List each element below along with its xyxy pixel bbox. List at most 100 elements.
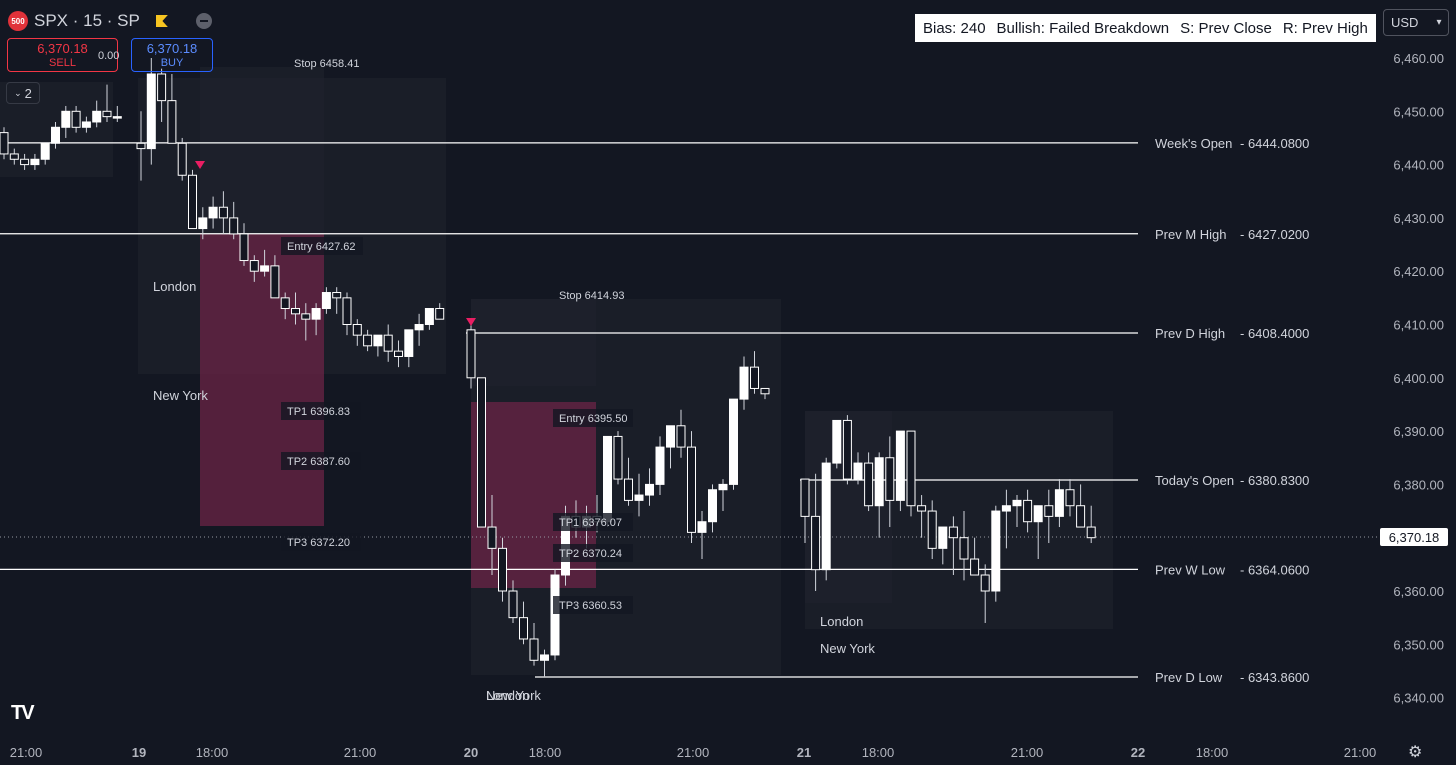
- session-label: London: [153, 279, 196, 294]
- candle: [321, 292, 331, 310]
- candle: [487, 526, 497, 549]
- legend-count: 2: [24, 85, 32, 101]
- trade-label-bg: [281, 402, 361, 420]
- candle: [424, 308, 434, 326]
- candle: [249, 260, 259, 272]
- candle: [177, 142, 187, 176]
- short-zone: [200, 234, 324, 526]
- time-tick: 21: [797, 745, 811, 760]
- candle: [729, 398, 738, 485]
- candle: [760, 387, 770, 395]
- session-box: [200, 67, 324, 237]
- candle: [9, 153, 19, 160]
- sp500-badge-icon: 500: [8, 11, 28, 31]
- level-label: Prev W Low: [1155, 562, 1226, 577]
- flag-icon[interactable]: [155, 15, 168, 27]
- trade-label-tp3: TP3 6372.20: [287, 537, 350, 549]
- currency-select[interactable]: USD ▾: [1383, 9, 1449, 36]
- price-tick: 6,430.00: [1393, 211, 1444, 226]
- tradingview-logo-icon[interactable]: TV: [11, 702, 35, 724]
- price-tick: 6,340.00: [1393, 691, 1444, 706]
- candle: [1044, 505, 1054, 517]
- sell-label: SELL: [49, 57, 76, 69]
- candle: [655, 446, 665, 485]
- candle: [718, 483, 728, 491]
- candle: [435, 308, 445, 320]
- sell-signal-icon: [466, 318, 476, 326]
- candle: [61, 110, 71, 128]
- level-label: Today's Open: [1155, 473, 1234, 488]
- candle: [687, 446, 696, 533]
- sell-button[interactable]: 6,370.18 SELL: [7, 38, 118, 72]
- level-value: - 6364.0600: [1240, 562, 1309, 577]
- candle: [708, 489, 717, 523]
- chevron-down-icon: ▾: [1436, 17, 1442, 28]
- bias-resistance: R: Prev High: [1282, 19, 1368, 37]
- candle: [624, 478, 633, 501]
- candle: [1054, 489, 1064, 517]
- gear-icon[interactable]: ⚙: [1408, 744, 1423, 761]
- candle: [352, 324, 362, 336]
- candle: [1012, 499, 1022, 507]
- candle: [477, 377, 486, 528]
- candle: [229, 217, 239, 235]
- candle: [739, 366, 749, 400]
- trade-label-stop: Stop 6458.41: [294, 58, 359, 70]
- time-tick: 18:00: [862, 745, 895, 760]
- candle: [832, 419, 842, 464]
- level-value: - 6427.0200: [1240, 227, 1309, 242]
- spread-value: 0.00: [98, 50, 120, 62]
- candle: [363, 334, 373, 347]
- candle: [301, 313, 311, 320]
- level-label: Prev M High: [1155, 227, 1227, 242]
- session-label: London: [820, 614, 863, 629]
- time-tick: 21:00: [1011, 745, 1044, 760]
- candle: [508, 590, 518, 619]
- price-tick: 6,400.00: [1393, 371, 1444, 386]
- candle: [800, 478, 810, 517]
- candle: [102, 110, 112, 118]
- candle: [676, 425, 686, 448]
- candle: [864, 462, 874, 507]
- candle: [30, 158, 40, 166]
- symbol-title[interactable]: SPX · 15 · SP: [34, 11, 140, 30]
- trade-label-tp3: TP3 6360.53: [559, 600, 622, 612]
- time-tick: 19: [132, 745, 146, 760]
- candle: [0, 132, 9, 155]
- price-tick: 6,460.00: [1393, 51, 1444, 66]
- trade-label-entry: Entry 6427.62: [287, 241, 356, 253]
- session-label: New York: [153, 388, 208, 403]
- candle: [394, 350, 403, 357]
- price-tick: 6,410.00: [1393, 318, 1444, 333]
- candle: [332, 292, 342, 299]
- candle: [20, 158, 30, 166]
- last-price-label: 6,370.18: [1380, 528, 1448, 546]
- legend-toggle-button[interactable]: ⌄ 2: [6, 82, 40, 104]
- symbol-header[interactable]: 500 SPX · 15 · SP: [8, 8, 212, 34]
- candle: [1023, 499, 1033, 523]
- bias-value: Bias: 240: [923, 19, 986, 37]
- candle: [71, 110, 81, 128]
- candle: [697, 521, 707, 533]
- collapse-icon[interactable]: [195, 13, 212, 29]
- time-tick: 21:00: [344, 745, 377, 760]
- candle: [603, 435, 612, 523]
- candle: [373, 334, 383, 347]
- buy-button[interactable]: 6,370.18 BUY: [131, 38, 213, 72]
- candle: [414, 324, 424, 331]
- buy-price: 6,370.18: [146, 41, 198, 56]
- candle: [146, 73, 156, 150]
- candle: [519, 617, 528, 640]
- price-tick: 6,440.00: [1393, 158, 1444, 173]
- trade-label-stop: Stop 6414.93: [559, 290, 624, 302]
- candle: [1065, 489, 1075, 507]
- candle: [1001, 505, 1011, 512]
- time-tick: 21:00: [677, 745, 710, 760]
- trade-label-bg: [553, 513, 633, 531]
- candle: [311, 308, 321, 320]
- candle: [383, 334, 393, 352]
- sell-price: 6,370.18: [37, 41, 88, 56]
- time-tick: 21:00: [1344, 745, 1377, 760]
- time-tick: 22: [1131, 745, 1145, 760]
